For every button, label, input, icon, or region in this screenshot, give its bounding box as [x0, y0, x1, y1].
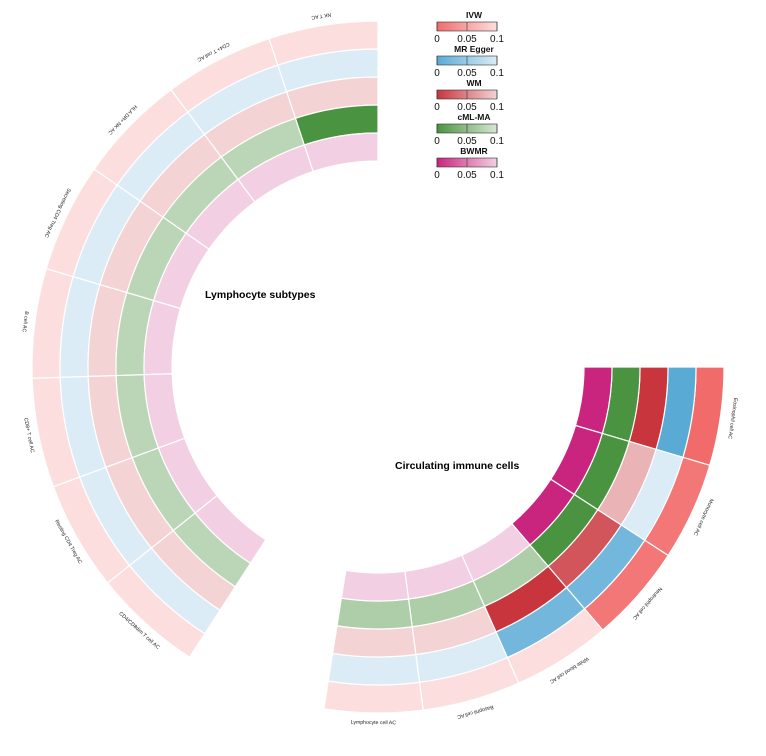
legend-title: cML-MA	[457, 112, 490, 122]
heatmap-arcs	[31, 20, 725, 714]
cell-label: NK T AC	[311, 11, 332, 20]
legend-tick-label: 0	[434, 102, 440, 113]
cell-label: Lymphocyte cell AC	[351, 720, 397, 727]
cell-label: B cell AC	[21, 311, 30, 333]
legend-tick-label: 0.05	[457, 34, 477, 45]
legend-tick-label: 0.05	[457, 102, 477, 113]
legend-tick-label: 0.05	[457, 68, 477, 79]
legend-tick-label: 0.1	[490, 136, 504, 147]
legend-tick-label: 0.1	[490, 68, 504, 79]
heatmap-cell-2-wm-6	[331, 625, 417, 658]
legend-tick-label: 0.1	[490, 34, 504, 45]
heatmap-cell-1-bwmr-8	[194, 494, 267, 565]
heatmap-cell-2-bwmr-6	[340, 569, 410, 602]
legend-tick-label: 0.1	[490, 170, 504, 181]
heatmap-cell-2-mr-egger-6	[327, 652, 421, 686]
legend-tick-label: 0.05	[457, 136, 477, 147]
heatmap-cell-2-ivw-6	[323, 680, 424, 714]
legend-tick-label: 0	[434, 170, 440, 181]
legend-title: IVW	[466, 10, 483, 20]
group-titles: Lymphocyte subtypes Circulating immune c…	[205, 289, 519, 472]
group-title-lymphocyte: Lymphocyte subtypes	[205, 289, 316, 301]
group-title-circulating: Circulating immune cells	[395, 460, 519, 472]
legend-title: MR Egger	[454, 44, 494, 54]
cell-label: Eosinophil cell AC	[726, 397, 738, 439]
legend-tick-label: 0	[434, 68, 440, 79]
legend-tick-label: 0	[434, 136, 440, 147]
legend-title: BWMR	[460, 146, 487, 156]
legend-title: WM	[466, 78, 481, 88]
legend-tick-label: 0	[434, 34, 440, 45]
cell-label: Basophil cell AC	[456, 704, 494, 720]
legend-tick-label: 0.1	[490, 102, 504, 113]
legend-tick-label: 0.05	[457, 170, 477, 181]
heatmap-cell-2-cml-ma-6	[336, 597, 413, 630]
cell-label: CD8+ T cell AC	[22, 417, 35, 453]
